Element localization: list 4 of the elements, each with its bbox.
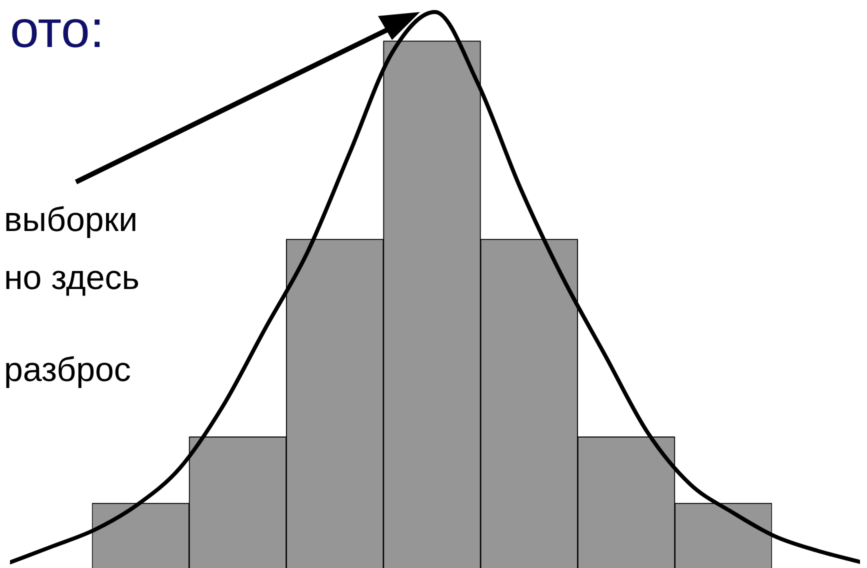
- annotation: но здесь: [4, 258, 140, 298]
- annotation: разброс: [4, 350, 131, 390]
- chart-title: ото:: [10, 0, 104, 60]
- annotation: выборки: [4, 200, 138, 240]
